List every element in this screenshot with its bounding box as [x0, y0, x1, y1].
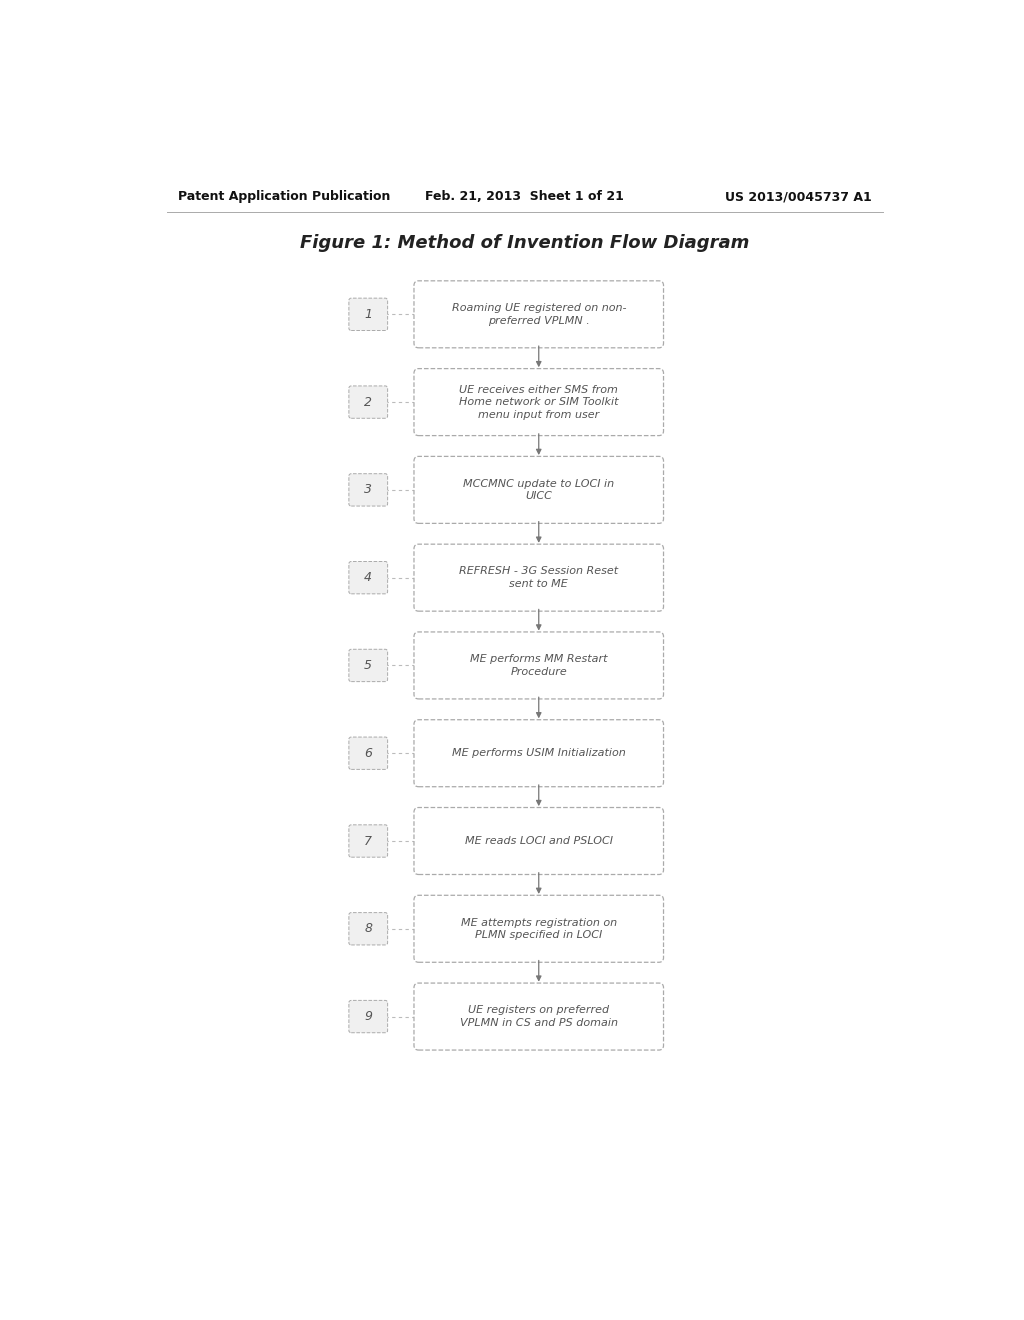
Text: ME reads LOCI and PSLOCI: ME reads LOCI and PSLOCI: [465, 836, 612, 846]
Text: US 2013/0045737 A1: US 2013/0045737 A1: [725, 190, 872, 203]
FancyBboxPatch shape: [414, 281, 664, 348]
Text: MCCMNC update to LOCI in
UICC: MCCMNC update to LOCI in UICC: [463, 479, 614, 502]
Text: 5: 5: [365, 659, 373, 672]
FancyBboxPatch shape: [349, 298, 388, 330]
Text: ME attempts registration on
PLMN specified in LOCI: ME attempts registration on PLMN specifi…: [461, 917, 616, 940]
Text: Feb. 21, 2013  Sheet 1 of 21: Feb. 21, 2013 Sheet 1 of 21: [425, 190, 625, 203]
Text: Roaming UE registered on non-
preferred VPLMN .: Roaming UE registered on non- preferred …: [452, 304, 626, 326]
Text: 6: 6: [365, 747, 373, 760]
FancyBboxPatch shape: [414, 632, 664, 700]
Text: 1: 1: [365, 308, 373, 321]
Text: 8: 8: [365, 923, 373, 936]
Text: 2: 2: [365, 396, 373, 409]
FancyBboxPatch shape: [414, 983, 664, 1051]
FancyBboxPatch shape: [349, 737, 388, 770]
Text: ME performs USIM Initialization: ME performs USIM Initialization: [452, 748, 626, 758]
Text: Figure 1: Method of Invention Flow Diagram: Figure 1: Method of Invention Flow Diagr…: [300, 234, 750, 252]
FancyBboxPatch shape: [349, 825, 388, 857]
Text: Patent Application Publication: Patent Application Publication: [178, 190, 391, 203]
Text: REFRESH - 3G Session Reset
sent to ME: REFRESH - 3G Session Reset sent to ME: [459, 566, 618, 589]
FancyBboxPatch shape: [349, 1001, 388, 1032]
Text: 3: 3: [365, 483, 373, 496]
FancyBboxPatch shape: [349, 912, 388, 945]
Text: UE receives either SMS from
Home network or SIM Toolkit
menu input from user: UE receives either SMS from Home network…: [459, 384, 618, 420]
FancyBboxPatch shape: [349, 385, 388, 418]
FancyBboxPatch shape: [414, 368, 664, 436]
FancyBboxPatch shape: [349, 474, 388, 506]
Text: 9: 9: [365, 1010, 373, 1023]
Text: UE registers on preferred
VPLMN in CS and PS domain: UE registers on preferred VPLMN in CS an…: [460, 1006, 617, 1028]
FancyBboxPatch shape: [414, 808, 664, 875]
FancyBboxPatch shape: [349, 649, 388, 681]
FancyBboxPatch shape: [414, 719, 664, 787]
Text: ME performs MM Restart
Procedure: ME performs MM Restart Procedure: [470, 655, 607, 677]
FancyBboxPatch shape: [349, 561, 388, 594]
Text: 4: 4: [365, 572, 373, 585]
FancyBboxPatch shape: [414, 895, 664, 962]
FancyBboxPatch shape: [414, 457, 664, 524]
Text: 7: 7: [365, 834, 373, 847]
FancyBboxPatch shape: [414, 544, 664, 611]
